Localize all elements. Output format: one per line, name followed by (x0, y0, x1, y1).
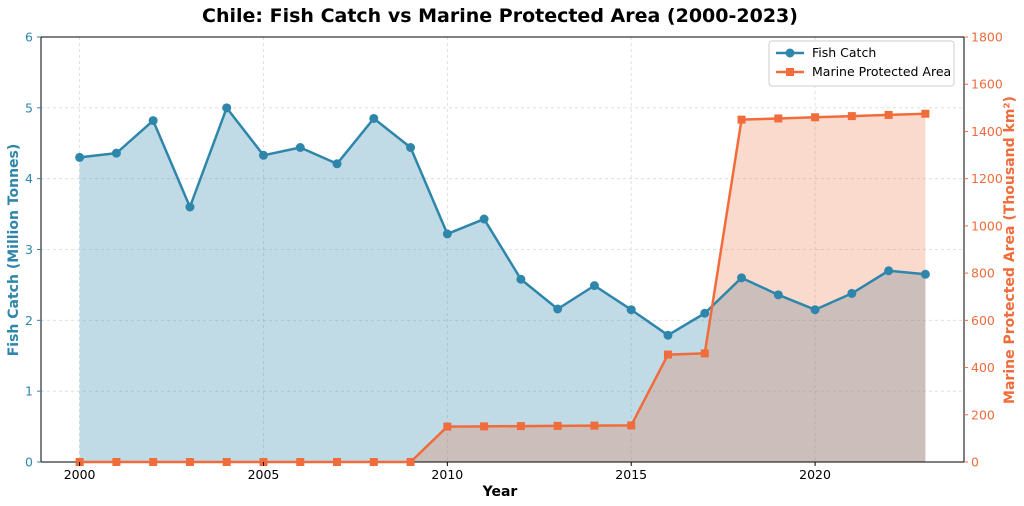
marine-protected-area-point (185, 458, 194, 466)
x-axis-label: Year (482, 484, 518, 500)
y-right-tick-label: 1200 (971, 171, 1003, 186)
marine-protected-area-point (149, 458, 158, 466)
marine-protected-area-point (884, 110, 893, 119)
fish-catch-point (589, 281, 599, 291)
fish-catch-point (148, 116, 158, 126)
y-right-tick-label: 1800 (971, 30, 1003, 45)
y-right-tick-label: 600 (971, 313, 995, 328)
y-right-tick-label: 200 (971, 407, 995, 422)
marine-protected-area-point (480, 422, 489, 431)
x-tick-label: 2020 (799, 467, 831, 482)
marine-protected-area-point (296, 458, 305, 466)
x-tick-label: 2015 (615, 467, 647, 482)
fish-catch-line (79, 106, 926, 337)
marine-protected-area-point (333, 458, 342, 466)
legend-box (768, 40, 955, 87)
fish-catch-point (810, 305, 820, 315)
y-right-tick-label: 400 (971, 360, 995, 375)
y-right-tick-label: 0 (971, 455, 979, 470)
y-right-tick-label: 1400 (971, 124, 1003, 139)
marine-protected-area-point (590, 421, 599, 430)
x-tick-label: 2000 (64, 467, 96, 482)
marine-protected-area-point (847, 112, 856, 121)
line-layer (79, 106, 926, 464)
y-right-tick-label: 800 (971, 266, 995, 281)
fish-catch-point (406, 143, 416, 152)
marine-protected-area-point (774, 114, 783, 123)
legend-fish-catch-marker (785, 48, 795, 58)
chart-title: Chile: Fish Catch vs Marine Protected Ar… (202, 5, 798, 27)
y-right-tick-label: 1000 (971, 218, 1003, 233)
y-right-tick-label: 1600 (971, 77, 1003, 92)
x-tick-label: 2005 (248, 467, 280, 482)
y-left-tick-label: 1 (25, 384, 33, 399)
fish-catch-area (79, 107, 926, 462)
tick-layer: 0 1 2 3 4 5 6 0 200 400 600 800 1000 1200 1400 1600 1800… (25, 30, 1003, 483)
fish-catch-point (222, 103, 232, 113)
fish-catch-point (884, 266, 894, 276)
marker-layer (75, 103, 930, 466)
marine-protected-area-point (112, 458, 121, 466)
y-left-tick-label: 6 (25, 30, 33, 45)
y-left-tick-label: 2 (25, 313, 33, 328)
fish-catch-point (332, 159, 342, 169)
marine-protected-area-line (79, 112, 926, 464)
marine-protected-area-point (406, 458, 415, 466)
y-left-tick-label: 3 (25, 242, 33, 257)
fish-catch-point (75, 152, 85, 162)
legend-mpa-label: Marine Protected Area (812, 64, 951, 79)
fish-catch-point (185, 202, 195, 212)
fish-catch-point (442, 229, 452, 239)
fish-catch-point (516, 274, 526, 284)
marine-protected-area-point (627, 421, 636, 430)
y-left-tick-label: 4 (25, 171, 33, 186)
marine-protected-area-point (921, 109, 930, 118)
fish-catch-point (369, 113, 379, 123)
y-axis-right-label: Marine Protected Area (Thousand km²) (1002, 96, 1018, 404)
x-tick-label: 2010 (431, 467, 463, 482)
marine-protected-area-point (737, 115, 746, 124)
fish-catch-point (258, 150, 268, 160)
fish-catch-point (737, 273, 747, 283)
fish-catch-point (920, 269, 930, 279)
legend-fish-catch-label: Fish Catch (812, 45, 876, 60)
fish-catch-point (295, 143, 305, 152)
marine-protected-area-area (79, 113, 926, 462)
area-layer (79, 107, 926, 462)
fish-catch-point (553, 304, 563, 314)
y-left-tick-label: 5 (25, 100, 33, 115)
marine-protected-area-point (553, 421, 562, 430)
marine-protected-area-point (516, 422, 525, 431)
marine-protected-area-point (369, 458, 378, 466)
fish-catch-point (626, 305, 636, 315)
fish-catch-point (773, 290, 783, 300)
legend: Fish Catch Marine Protected Area (768, 40, 955, 87)
fish-catch-point (700, 308, 710, 318)
marine-protected-area-point (222, 458, 231, 466)
marine-protected-area-point (700, 349, 709, 358)
fish-catch-point (847, 288, 857, 298)
marine-protected-area-point (663, 350, 672, 359)
y-axis-left-label: Fish Catch (Million Tonnes) (6, 144, 22, 357)
marine-protected-area-point (811, 113, 820, 122)
fish-catch-point (479, 214, 489, 224)
fish-catch-point (663, 330, 673, 340)
fish-catch-point (111, 148, 121, 158)
y-left-tick-label: 0 (25, 455, 33, 470)
marine-protected-area-point (443, 422, 452, 431)
legend-mpa-marker (786, 68, 794, 76)
